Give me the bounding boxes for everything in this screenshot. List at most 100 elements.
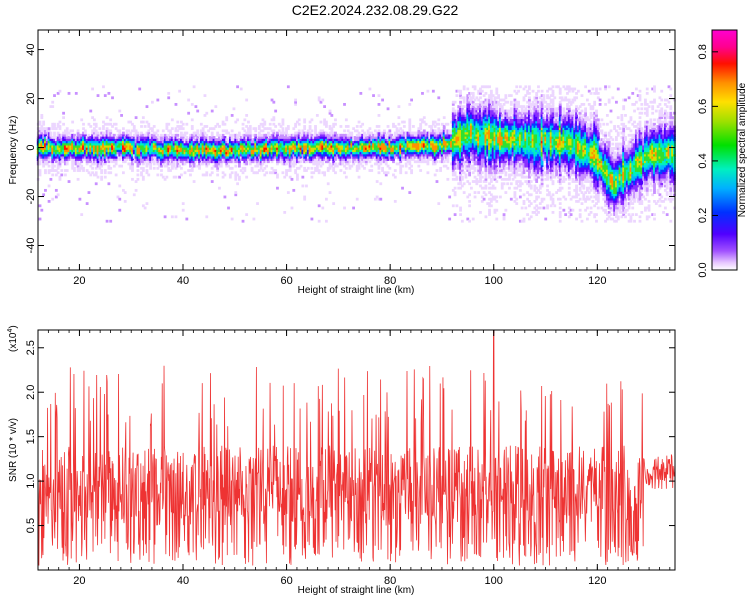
heatmap-cell bbox=[502, 160, 506, 164]
heatmap-cell bbox=[489, 89, 493, 93]
heatmap-cell bbox=[424, 155, 428, 159]
heatmap-cell bbox=[123, 151, 127, 155]
heatmap-cell bbox=[352, 158, 355, 161]
heatmap-cell bbox=[67, 140, 71, 144]
heatmap-cell bbox=[379, 144, 383, 148]
heatmap-cell bbox=[178, 125, 181, 128]
heatmap-cell bbox=[56, 140, 60, 144]
heatmap-cell bbox=[426, 153, 430, 157]
heatmap-cell bbox=[321, 151, 325, 155]
heatmap-cell bbox=[334, 144, 337, 148]
heatmap-cell bbox=[450, 153, 453, 157]
heatmap-cell bbox=[346, 147, 350, 150]
heatmap-cell bbox=[460, 160, 464, 164]
heatmap-cell bbox=[459, 180, 462, 183]
heatmap-cell bbox=[395, 155, 399, 159]
heatmap-cell bbox=[504, 144, 508, 148]
heatmap-cell bbox=[417, 127, 421, 131]
heatmap-cell bbox=[504, 166, 508, 170]
heatmap-cell bbox=[248, 138, 252, 142]
heatmap-cell bbox=[150, 100, 154, 104]
heatmap-cell bbox=[334, 155, 337, 159]
heatmap-cell bbox=[455, 144, 459, 148]
heatmap-cell bbox=[243, 142, 247, 146]
heatmap-cell bbox=[470, 153, 473, 157]
heatmap-cell bbox=[243, 136, 247, 139]
heatmap-cell bbox=[495, 129, 499, 133]
heatmap-cell bbox=[488, 153, 491, 157]
heatmap-cell bbox=[179, 158, 183, 161]
heatmap-cell bbox=[502, 149, 506, 153]
heatmap-cell bbox=[112, 144, 116, 148]
heatmap-cell bbox=[408, 120, 412, 124]
heatmap-cell bbox=[183, 149, 187, 153]
heatmap-cell bbox=[308, 136, 312, 139]
heatmap-cell bbox=[377, 138, 381, 142]
heatmap-cell bbox=[493, 105, 497, 109]
heatmap-cell bbox=[245, 149, 249, 153]
heatmap-cell bbox=[45, 153, 49, 157]
heatmap-cell bbox=[150, 160, 154, 164]
heatmap-cell bbox=[334, 171, 337, 175]
heatmap-cell bbox=[462, 162, 466, 166]
heatmap-cell bbox=[78, 142, 82, 146]
heatmap-cell bbox=[183, 147, 187, 150]
heatmap-cell bbox=[441, 155, 444, 159]
heatmap-cell bbox=[468, 114, 471, 117]
heatmap-cell bbox=[272, 169, 276, 172]
heatmap-cell bbox=[381, 166, 384, 170]
heatmap-cell bbox=[466, 147, 470, 150]
heatmap-cell bbox=[502, 177, 506, 181]
heatmap-cell bbox=[96, 138, 100, 142]
heatmap-cell bbox=[60, 138, 64, 142]
heatmap-cell bbox=[121, 171, 125, 175]
heatmap-cell bbox=[283, 158, 287, 161]
heatmap-cell bbox=[285, 133, 288, 137]
heatmap-cell bbox=[219, 142, 223, 146]
heatmap-cell bbox=[245, 175, 249, 179]
heatmap-cell bbox=[451, 149, 455, 153]
heatmap-cell bbox=[480, 109, 484, 113]
heatmap-cell bbox=[145, 136, 149, 139]
heatmap-cell bbox=[107, 151, 111, 155]
spectrogram-cells bbox=[36, 85, 676, 223]
heatmap-cell bbox=[47, 129, 51, 133]
heatmap-cell bbox=[100, 164, 104, 168]
heatmap-cell bbox=[321, 147, 325, 150]
heatmap-cell bbox=[310, 140, 314, 144]
heatmap-cell bbox=[91, 129, 94, 133]
heatmap-cell bbox=[488, 186, 491, 190]
heatmap-cell bbox=[111, 96, 114, 100]
heatmap-cell bbox=[455, 131, 459, 135]
heatmap-cell bbox=[92, 149, 96, 153]
heatmap-cell bbox=[344, 133, 348, 137]
heatmap-cell bbox=[51, 158, 55, 161]
heatmap-cell bbox=[430, 125, 433, 128]
heatmap-cell bbox=[337, 147, 341, 150]
heatmap-cell bbox=[49, 153, 53, 157]
heatmap-cell bbox=[179, 142, 183, 146]
heatmap-cell bbox=[479, 133, 482, 137]
heatmap-cell bbox=[267, 151, 270, 155]
heatmap-cell bbox=[176, 164, 180, 168]
heatmap-cell bbox=[453, 125, 457, 128]
heatmap-cell bbox=[451, 166, 455, 170]
heatmap-cell bbox=[437, 144, 441, 148]
heatmap-cell bbox=[402, 151, 406, 155]
heatmap-cell bbox=[315, 138, 319, 142]
heatmap-cell bbox=[506, 131, 510, 135]
heatmap-cell bbox=[44, 155, 47, 159]
heatmap-cell bbox=[305, 158, 308, 161]
heatmap-cell bbox=[408, 127, 412, 131]
heatmap-cell bbox=[372, 138, 375, 142]
heatmap-cell bbox=[223, 140, 227, 144]
heatmap-cell bbox=[482, 186, 486, 190]
heatmap-cell bbox=[112, 122, 116, 126]
heatmap-cell bbox=[74, 144, 78, 148]
heatmap-cell bbox=[118, 155, 122, 159]
heatmap-cell bbox=[457, 149, 461, 153]
heatmap-cell bbox=[263, 144, 267, 148]
heatmap-cell bbox=[499, 120, 502, 124]
heatmap-cell bbox=[477, 116, 481, 120]
